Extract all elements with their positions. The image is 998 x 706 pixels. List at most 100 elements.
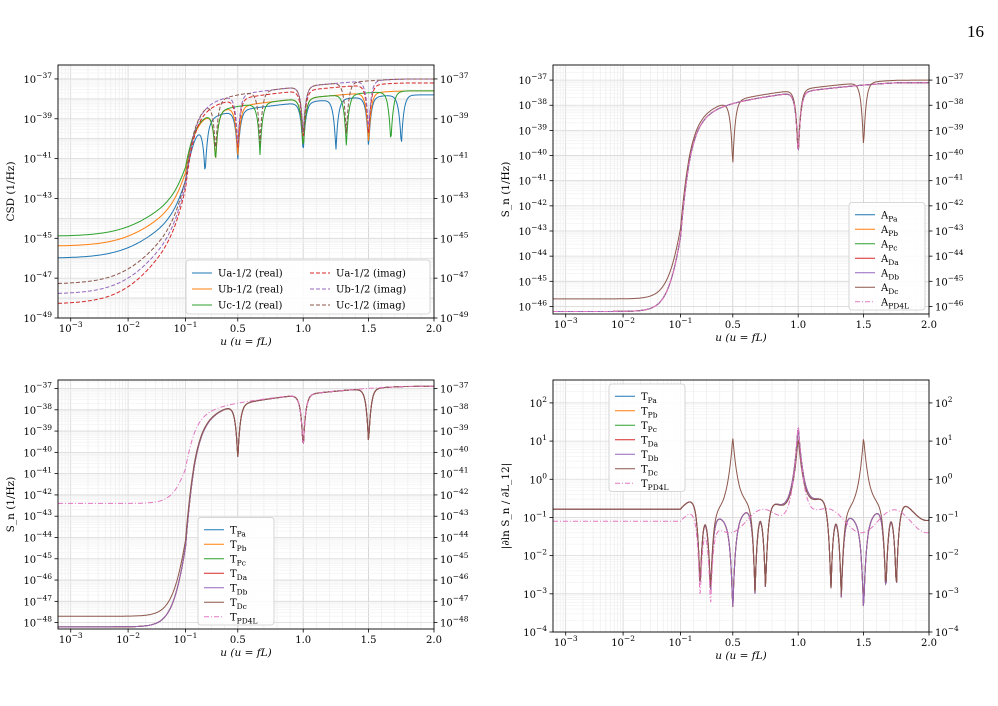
y-axis-label: S_n (1/Hz) <box>5 477 17 533</box>
y-tick-label: 10−39 <box>23 111 52 126</box>
x-tick-label: 1.0 <box>295 635 311 646</box>
y-tick-label: 10−42 <box>23 487 52 502</box>
y-tick-label-right: 10−48 <box>440 615 469 630</box>
y-tick-label-right: 10−42 <box>440 487 469 502</box>
y-tick-label: 10−41 <box>23 466 52 481</box>
x-tick-label: 10−2 <box>116 631 140 646</box>
series-line-2-6 <box>58 385 434 504</box>
x-tick-label: 10−3 <box>554 634 578 649</box>
legend-entry-3-5: TDc <box>641 464 658 477</box>
x-tick-label: 1.5 <box>361 635 377 646</box>
y-tick-label: 10−2 <box>523 548 547 563</box>
y-tick-label: 102 <box>529 395 547 410</box>
y-tick-label-right: 10−46 <box>935 298 964 313</box>
y-tick-label-right: 10−40 <box>440 444 469 459</box>
y-tick-label: 100 <box>529 471 547 486</box>
y-tick-label: 10−40 <box>23 444 52 459</box>
legend-entry-1-1: APb <box>880 225 898 238</box>
x-tick-label: 1.0 <box>790 320 806 331</box>
legend-entry-3-6: TPD4L <box>641 479 669 492</box>
y-tick-label: 101 <box>529 433 547 448</box>
legend-entry-0-2: Uc-1/2 (real) <box>218 301 282 312</box>
y-tick-label-right: 10−46 <box>440 572 469 587</box>
y-tick-label-right: 10−45 <box>935 273 964 288</box>
legend-entry-3-2: TPc <box>641 421 657 434</box>
plot-frame <box>57 64 435 319</box>
x-tick-label: 1.0 <box>790 638 806 649</box>
legend-entry-2-0: TPa <box>230 525 246 538</box>
legend-entry-1-4: ADb <box>880 268 899 281</box>
y-tick-label: 10−41 <box>518 173 547 188</box>
y-tick-label: 10−48 <box>23 615 52 630</box>
y-tick-label-right: 10−44 <box>440 529 469 544</box>
y-tick-label-right: 10−41 <box>935 173 964 188</box>
legend-entry-0-5: Uc-1/2 (imag) <box>336 301 406 312</box>
x-tick-label: 10−1 <box>669 634 693 649</box>
y-tick-label-right: 10−47 <box>440 270 469 285</box>
y-tick-label-right: 10−47 <box>440 593 469 608</box>
x-tick-label: 2.0 <box>921 320 937 331</box>
test-mass-noise-panel: 10−3 10−2 10−1 0.5 1.0 1.5 2.0 10−48 10−48 10−47 1… <box>5 379 469 659</box>
y-tick-label: 10−1 <box>523 509 547 524</box>
series-line-0-0 <box>58 94 434 259</box>
x-tick-label: 0.5 <box>230 635 246 646</box>
x-tick-label: 0.5 <box>230 324 246 335</box>
plot-frame <box>552 379 930 633</box>
plot-frame <box>552 64 930 315</box>
y-tick-label-right: 10−43 <box>440 508 469 523</box>
y-tick-label-right: 10−3 <box>935 586 959 601</box>
y-tick-label: 10−45 <box>23 230 52 245</box>
x-tick-label: 1.5 <box>856 320 872 331</box>
x-tick-label: 10−2 <box>611 316 635 331</box>
derivative-panel: 10−3 10−2 10−1 0.5 1.0 1.5 2.010−4 10−410−3 10−3… <box>500 379 959 662</box>
y-tick-label: 10−42 <box>518 198 547 213</box>
series-line-2-5 <box>58 385 434 617</box>
series-line-0-1 <box>58 90 434 247</box>
legend-entry-3-0: TPa <box>641 392 657 405</box>
x-tick-label: 10−3 <box>59 631 83 646</box>
y-tick-label: 10−40 <box>518 148 547 163</box>
series-line-1-6 <box>553 82 929 312</box>
legend-entry-2-6: TPD4L <box>230 612 258 625</box>
y-tick-label: 10−37 <box>518 72 547 87</box>
y-tick-label-right: 10−45 <box>440 551 469 566</box>
legend-entry-0-1: Ub-1/2 (real) <box>218 285 283 296</box>
y-tick-label: 10−39 <box>23 423 52 438</box>
x-tick-label: 2.0 <box>426 324 442 335</box>
x-tick-label: 10−1 <box>174 320 198 335</box>
y-tick-label: 10−39 <box>518 122 547 137</box>
y-tick-label: 10−46 <box>518 298 547 313</box>
y-tick-label-right: 10−49 <box>440 310 469 325</box>
legend-entry-1-5: ADc <box>880 283 898 296</box>
legend-entry-2-1: TPb <box>230 540 247 553</box>
y-axis-label: |∂ln S_n / ∂L_12| <box>500 463 513 549</box>
grid <box>57 64 434 319</box>
series-line-0-3 <box>58 82 434 304</box>
legend-entry-1-0: APa <box>880 210 898 223</box>
x-tick-label: 2.0 <box>426 635 442 646</box>
y-tick-label: 10−45 <box>23 551 52 566</box>
page-number: 16 <box>967 22 984 41</box>
y-tick-label-right: 10−41 <box>440 151 469 166</box>
legend-entry-3-1: TPb <box>641 406 658 419</box>
y-tick-label: 10−47 <box>23 593 52 608</box>
y-axis-label: CSD (1/Hz) <box>5 161 17 221</box>
x-tick-label: 10−3 <box>59 320 83 335</box>
y-tick-label: 10−37 <box>23 71 52 86</box>
legend-entry-0-0: Ua-1/2 (real) <box>218 269 283 280</box>
y-tick-label-right: 10−39 <box>440 111 469 126</box>
y-tick-label-right: 10−43 <box>440 190 469 205</box>
x-tick-label: 10−2 <box>116 320 140 335</box>
legend-entry-1-3: ADa <box>880 254 899 267</box>
series-line-3-6 <box>553 425 929 603</box>
y-tick-label-right: 10−37 <box>440 71 469 86</box>
x-tick-label: 0.5 <box>725 320 741 331</box>
legend-entry-1-6: APD4L <box>880 297 909 310</box>
x-tick-label: 10−3 <box>554 316 578 331</box>
legend-entry-0-3: Ua-1/2 (imag) <box>336 269 406 280</box>
y-tick-label: 10−4 <box>523 624 547 639</box>
x-axis-label: u (u = fL) <box>220 336 271 348</box>
